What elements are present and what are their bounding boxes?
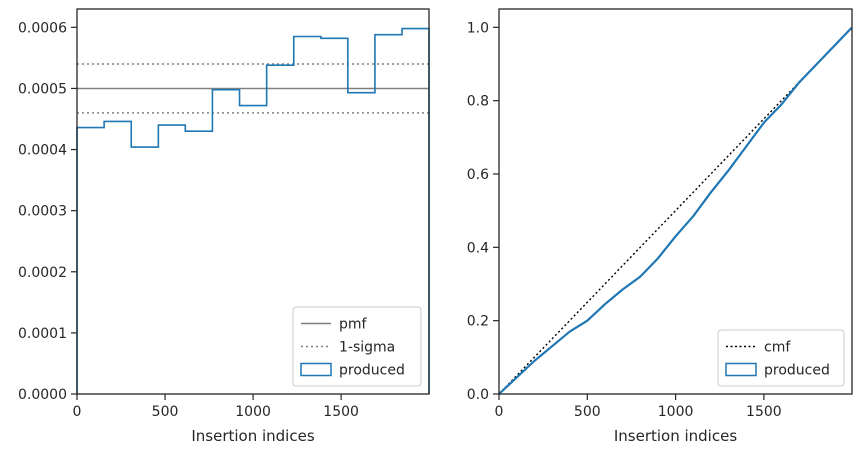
y-tick-label: 0.6 (467, 167, 489, 183)
plot-frame (498, 8, 853, 395)
produced-cumulative-line (498, 26, 853, 395)
y-tick-label: 0.8 (467, 94, 489, 110)
y-tick-label: 0.0001 (18, 326, 67, 342)
x-tick-label: 1500 (746, 404, 782, 420)
x-tick-label: 500 (574, 404, 601, 420)
legend-produced-label: produced (764, 363, 830, 379)
x-tick-label: 0 (73, 404, 82, 420)
left-chart-panel: 0 500 1000 1500 0.0000 0.0001 0.0002 0.0003 0.00… (18, 8, 430, 445)
x-tick-label: 1000 (658, 404, 694, 420)
plot-frame (76, 8, 430, 395)
x-tick-label: 500 (152, 404, 179, 420)
y-tick-label: 0.0004 (18, 143, 67, 159)
x-tick-label: 1500 (323, 404, 359, 420)
y-tick-label: 0.0 (467, 387, 489, 403)
x-axis-label: Insertion indices (191, 427, 314, 445)
x-axis-label: Insertion indices (614, 427, 737, 445)
legend-box (717, 329, 845, 387)
legend: pmf 1-sigma produced (292, 306, 422, 387)
x-tick-label: 0 (495, 404, 504, 420)
y-tick-label: 0.0006 (18, 20, 67, 36)
legend-produced-swatch (725, 362, 757, 377)
produced-histogram-step (76, 27, 430, 394)
y-tick-label: 0.0003 (18, 204, 67, 220)
x-tick-label: 1000 (235, 404, 271, 420)
y-tick-label: 0.0000 (18, 387, 67, 403)
legend: cmf produced (717, 329, 845, 387)
legend-box (292, 306, 422, 387)
y-tick-label: 0.4 (467, 240, 489, 256)
legend-cmf-label: cmf (764, 340, 791, 356)
legend-produced-swatch (300, 362, 332, 377)
y-tick-label: 0.2 (467, 314, 489, 330)
y-tick-label: 0.0002 (18, 265, 67, 281)
y-tick-label: 1.0 (467, 20, 489, 36)
legend-pmf-label: pmf (339, 317, 368, 333)
legend-1-sigma-label: 1-sigma (339, 340, 395, 356)
legend-produced-label: produced (339, 363, 405, 379)
y-tick-label: 0.0005 (18, 81, 67, 97)
right-chart-panel: 0 500 1000 1500 0.0 0.2 0.4 0.6 0.8 1.0 Insertion … (467, 8, 853, 445)
